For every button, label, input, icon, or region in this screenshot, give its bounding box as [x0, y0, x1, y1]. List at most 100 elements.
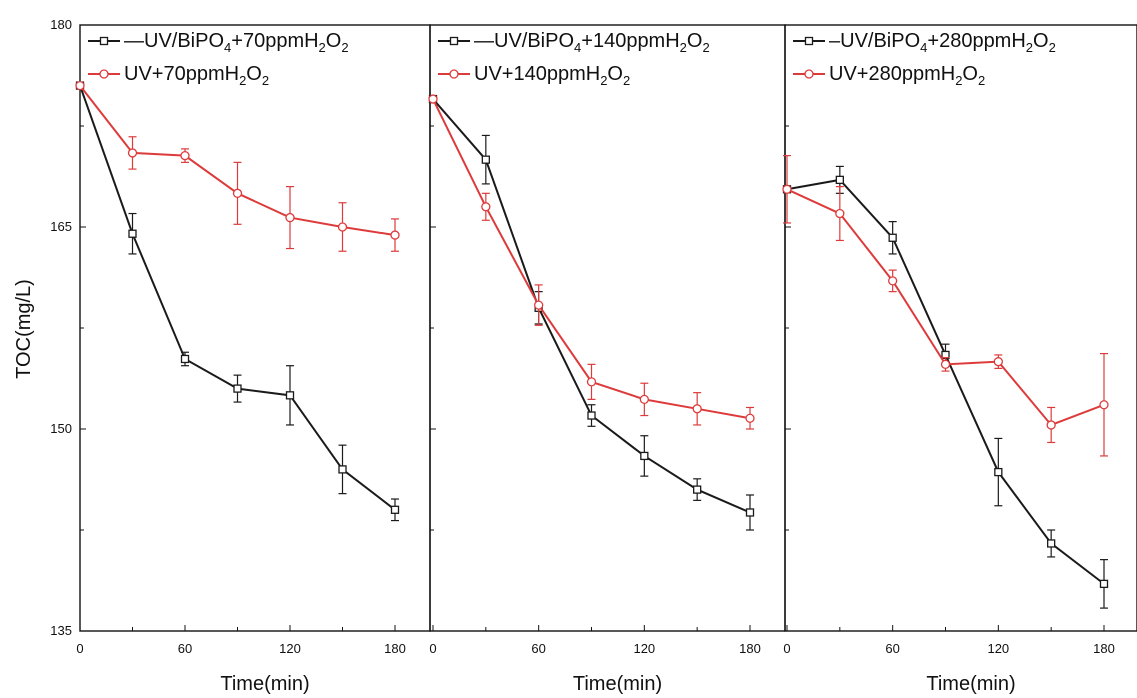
series-1-point [693, 485, 702, 494]
series-2-point [390, 230, 400, 240]
legend-label: –UV/BiPO4+280ppmH2O2 [829, 30, 1056, 55]
series-2-point [481, 202, 491, 212]
legend-circle-marker [804, 69, 814, 79]
series-2-point [745, 413, 755, 423]
x-tick-label: 180 [739, 641, 761, 656]
legend-entry-1: —UV/BiPO4+140ppmH2O2 [438, 30, 710, 55]
series-1-point [481, 155, 490, 164]
series-2-point [782, 184, 792, 194]
legend-label-part: O [962, 63, 978, 85]
legend-label-part: 2 [623, 73, 630, 88]
legend-label-part: O [607, 63, 623, 85]
x-axis-title: Time(min) [573, 673, 662, 695]
legend-label-part: UV+70ppmH [124, 63, 239, 85]
series-1-point [390, 505, 400, 514]
x-tick-label: 60 [531, 641, 545, 656]
legend-label-part: O [687, 30, 703, 52]
x-tick-label: 60 [885, 641, 899, 656]
x-tick-label: 120 [987, 641, 1009, 656]
legend-label: —UV/BiPO4+70ppmH2O2 [124, 30, 349, 55]
series-2-point [1046, 420, 1056, 430]
series-1-point [338, 465, 347, 474]
legend-label-part: —UV/BiPO [474, 30, 574, 52]
x-axis-title: Time(min) [220, 673, 309, 695]
series-2-point [285, 212, 295, 223]
series-1-point [285, 391, 295, 400]
panel-3: 0 60 120 180Time(min)–UV/BiPO4+280ppmH2O2UV… [782, 24, 1137, 695]
y-tick-label: 165 [50, 219, 72, 234]
legend-label: UV+140ppmH2O2 [474, 63, 630, 88]
series-2-point [534, 300, 544, 310]
series-2-point [692, 404, 702, 414]
series-2-point [639, 394, 649, 405]
series-2-line [786, 188, 1105, 427]
legend-label: UV+280ppmH2O2 [829, 63, 985, 88]
x-tick-label: 120 [633, 641, 655, 656]
x-tick-label: 180 [1093, 641, 1115, 656]
series-2-point [1099, 400, 1109, 410]
series-1-point [128, 229, 137, 238]
panel-1-frame [79, 24, 431, 632]
series-1-point [888, 233, 897, 242]
series-2-point [75, 80, 85, 91]
legend-label-part: –UV/BiPO [829, 30, 920, 52]
legend-label-part: 4 [224, 40, 231, 55]
legend-square-marker [804, 36, 814, 46]
series-1-point [180, 354, 190, 364]
x-axis-title: Time(min) [926, 673, 1015, 695]
panel-2: 0 60 120 180 Time(min) —UV/BiPO4+140ppmH2O2 UV… [428, 24, 786, 695]
legend-circle-marker [99, 69, 109, 79]
x-tick-label: 60 [178, 641, 192, 656]
legend-label: UV+70ppmH2O2 [124, 63, 269, 88]
legend-label-part: O [326, 30, 342, 52]
x-tick-label: 120 [279, 641, 301, 656]
series-2-point [428, 94, 438, 104]
legend-label-part: 2 [702, 40, 709, 55]
legend-label: —UV/BiPO4+140ppmH2O2 [474, 30, 710, 55]
legend-label-part: —UV/BiPO [124, 30, 224, 52]
x-tick-label: 180 [384, 641, 406, 656]
y-tick-label: 135 [50, 623, 72, 638]
legend-label-part: 2 [680, 40, 687, 55]
legend-square-marker [449, 36, 459, 46]
series-1-point [835, 175, 844, 185]
legend-label-part: 4 [920, 40, 927, 55]
series-1-point [1099, 579, 1109, 589]
x-tick-label: 0 [76, 641, 83, 656]
legend-label-part: UV+280ppmH [829, 63, 955, 85]
series-1-point [233, 384, 242, 393]
legend-label-part: 2 [319, 40, 326, 55]
legend-label-part: 2 [1049, 40, 1056, 55]
y-tick-label: 180 [50, 17, 72, 32]
legend-entry-2: UV+280ppmH2O2 [793, 63, 985, 88]
series-2-point [337, 222, 348, 232]
series-1-line [79, 85, 396, 511]
legend-label-part: 2 [600, 73, 607, 88]
legend-label-part: 2 [341, 40, 348, 55]
series-1-point [745, 508, 755, 517]
y-axis-title: TOC(mg/L) [13, 279, 35, 379]
legend-label-part: 2 [262, 73, 269, 88]
series-2-point [586, 377, 597, 387]
panel-1: 135 150 165 180 0 60 120 180 Time(min) —UV/BiPO4+… [50, 17, 431, 695]
x-tick-label: 0 [429, 641, 436, 656]
y-tick-label: 150 [50, 421, 72, 436]
panel-2-frame [429, 24, 786, 632]
legend-label-part: +280ppmH [927, 30, 1025, 52]
series-2-point [127, 148, 138, 158]
legend-entry-1: —UV/BiPO4+70ppmH2O2 [88, 30, 349, 55]
series-2-point [835, 208, 845, 219]
legend-label-part: UV+140ppmH [474, 63, 600, 85]
series-1-point [994, 467, 1003, 477]
legend-circle-marker [449, 69, 459, 79]
series-1-point [640, 451, 649, 461]
legend-label-part: O [1033, 30, 1049, 52]
x-tick-label: 0 [783, 641, 790, 656]
series-1-line [432, 98, 751, 514]
series-2-point [940, 359, 951, 370]
legend-label-part: +140ppmH [581, 30, 679, 52]
series-2-point [232, 188, 243, 198]
series-2-point [888, 276, 898, 286]
legend-entry-1: –UV/BiPO4+280ppmH2O2 [793, 30, 1056, 55]
